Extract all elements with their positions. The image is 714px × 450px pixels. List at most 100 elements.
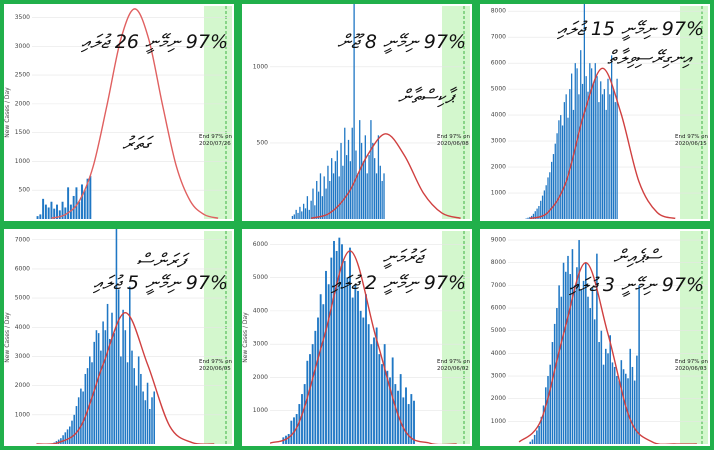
bar [616,78,618,219]
overlay-text: ގަތަރު [122,133,154,155]
bar [629,348,631,444]
bar [531,439,534,444]
bar [374,158,376,219]
bar [591,287,594,444]
plot [518,240,697,444]
bar [314,205,316,219]
bar [84,373,87,444]
bar [581,83,584,219]
bar [368,155,370,219]
bar [591,68,593,219]
bar [106,303,109,444]
bar [609,94,611,219]
bar [381,180,383,219]
overlay-text: ސްޕެއިން [613,246,663,268]
bar [323,176,325,219]
chart-panel: 1000 2000 3000 4000 5000 6000 7000 New Cases / … [0,225,238,450]
bar [140,373,142,444]
bar [540,416,543,444]
bar [124,330,127,444]
bar [336,150,338,219]
bar [562,262,565,444]
bar [344,127,346,219]
bar [293,214,295,219]
bar [370,344,373,444]
bar [381,364,383,444]
bar [573,285,576,444]
bar [565,271,567,444]
y-tick-label: 5000 [253,274,268,281]
bar [386,370,389,444]
bar [314,330,317,444]
bar [549,172,551,219]
bar [405,387,407,444]
bar [373,337,375,444]
bar [327,165,329,219]
bar [69,426,71,444]
bar [346,277,349,444]
bar [351,297,354,444]
end-annotation: End 97% on [199,359,233,365]
bar [558,120,560,219]
bar [357,290,359,444]
bar [64,207,67,219]
bar [58,210,61,219]
bar [567,117,569,219]
bar [343,260,346,444]
bar [89,356,91,444]
bar [82,391,84,444]
y-tick-label: 8000 [491,259,506,266]
bar [153,391,155,444]
y-tick-label: 3000 [253,341,268,348]
bar [545,387,547,444]
bar [298,404,301,444]
bar [362,317,365,444]
end-annotation: 2020/06/15 [675,141,707,147]
bar [543,190,545,219]
bar [614,102,616,219]
bar [370,120,372,219]
bar [600,330,603,444]
bar [91,362,93,444]
end-region [680,231,708,444]
bar [533,434,536,444]
bar [135,385,138,444]
bar [120,356,122,444]
bar [567,255,569,444]
bar [131,350,133,444]
bar [580,289,583,444]
bar [589,308,591,444]
y-tick-label: 1000 [491,190,506,197]
y-tick-label: 6000 [491,60,506,67]
bar [534,211,536,219]
bar [56,204,58,219]
bar [622,369,625,444]
bar [338,237,341,444]
bar [402,397,405,444]
y-tick-label: 4000 [491,350,506,357]
bar [580,50,582,219]
bar [397,390,399,444]
bar [349,247,351,444]
bar [607,353,609,444]
bar [117,289,120,444]
end-annotation: End 97% on [675,359,709,365]
overlay-text: އިނގިރޭސިވިލާތް [607,47,692,69]
bar [80,388,82,444]
plot [525,0,676,219]
y-tick-label: 5000 [15,295,30,302]
y-tick-label: 5000 [491,86,506,93]
end-region [442,231,470,444]
bar [295,209,297,219]
overlay-text: 97% ނިމޭނީ 26 ޖުލައި [80,31,228,54]
y-tick-label: 500 [257,139,269,146]
bar [93,341,95,444]
bar [585,262,587,444]
bar [44,204,47,219]
background [0,0,238,225]
y-tick-label: 9000 [491,237,506,244]
bar [413,400,415,444]
y-tick-label: 2000 [15,100,30,107]
overlay-text: ޕާކިސްތާން [398,86,458,108]
